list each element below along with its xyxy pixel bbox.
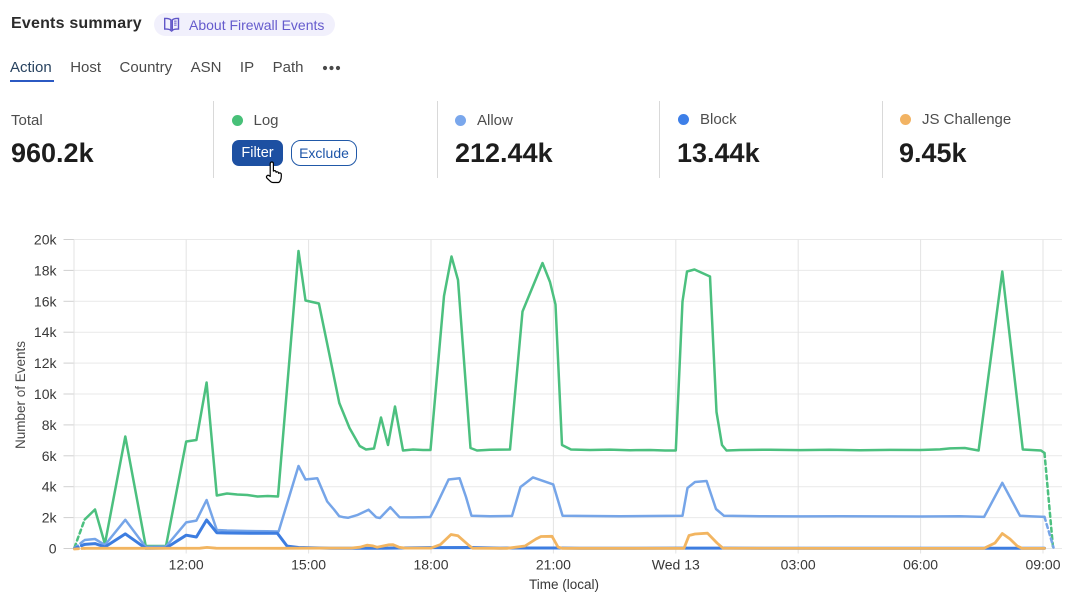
svg-text:6k: 6k: [42, 448, 58, 464]
svg-text:18k: 18k: [34, 262, 58, 278]
svg-text:8k: 8k: [42, 417, 58, 433]
svg-text:18:00: 18:00: [413, 557, 448, 573]
svg-text:Number of Events: Number of Events: [13, 341, 28, 449]
svg-text:Time (local): Time (local): [529, 577, 599, 592]
svg-text:03:00: 03:00: [781, 557, 816, 573]
svg-text:15:00: 15:00: [291, 557, 326, 573]
svg-text:09:00: 09:00: [1025, 557, 1060, 573]
svg-text:16k: 16k: [34, 293, 58, 309]
svg-text:10k: 10k: [34, 386, 58, 402]
svg-text:06:00: 06:00: [903, 557, 938, 573]
svg-text:14k: 14k: [34, 324, 58, 340]
svg-text:21:00: 21:00: [536, 557, 571, 573]
svg-text:4k: 4k: [42, 479, 58, 495]
svg-text:12k: 12k: [34, 355, 58, 371]
svg-text:12:00: 12:00: [169, 557, 204, 573]
svg-text:0: 0: [49, 541, 57, 557]
svg-text:2k: 2k: [42, 510, 58, 526]
svg-text:20k: 20k: [34, 232, 58, 248]
svg-text:Wed 13: Wed 13: [652, 557, 700, 573]
